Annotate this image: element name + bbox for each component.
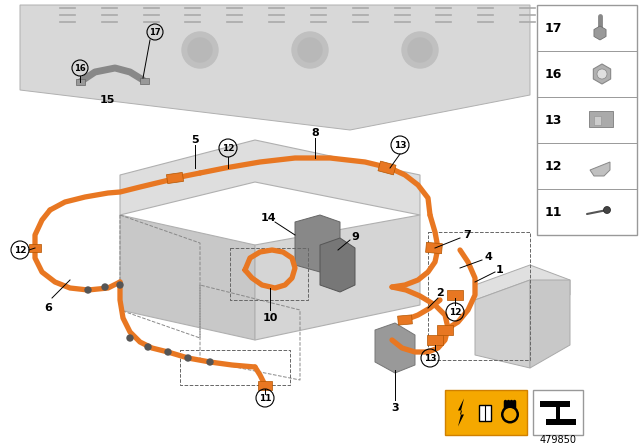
FancyBboxPatch shape (397, 315, 412, 325)
Text: 12: 12 (449, 307, 461, 316)
Polygon shape (590, 162, 610, 176)
Polygon shape (120, 140, 420, 215)
Text: 11: 11 (545, 206, 563, 219)
Text: 13: 13 (424, 353, 436, 362)
Circle shape (604, 207, 611, 214)
Text: 12: 12 (545, 159, 563, 172)
Polygon shape (255, 215, 420, 340)
FancyBboxPatch shape (593, 116, 600, 125)
FancyBboxPatch shape (437, 325, 453, 335)
Text: 11: 11 (259, 393, 271, 402)
Circle shape (127, 335, 133, 341)
Circle shape (182, 32, 218, 68)
Polygon shape (120, 215, 255, 340)
FancyBboxPatch shape (76, 78, 84, 85)
Text: 13: 13 (394, 141, 406, 150)
Circle shape (292, 32, 328, 68)
FancyBboxPatch shape (427, 335, 443, 345)
Circle shape (85, 287, 91, 293)
Polygon shape (295, 215, 340, 272)
Polygon shape (475, 280, 530, 368)
Text: 17: 17 (545, 22, 563, 34)
Polygon shape (20, 5, 530, 130)
FancyBboxPatch shape (445, 390, 527, 435)
Text: 7: 7 (463, 230, 471, 240)
Text: 9: 9 (351, 232, 359, 242)
FancyBboxPatch shape (29, 244, 41, 252)
Circle shape (117, 282, 123, 288)
Text: 2: 2 (436, 288, 444, 298)
Text: 5: 5 (191, 135, 199, 145)
Text: 14: 14 (260, 213, 276, 223)
Text: 1: 1 (496, 265, 504, 275)
Circle shape (165, 349, 171, 355)
FancyBboxPatch shape (378, 161, 396, 175)
Circle shape (207, 359, 213, 365)
Polygon shape (475, 265, 570, 300)
FancyBboxPatch shape (140, 78, 148, 83)
Text: 17: 17 (149, 27, 161, 36)
Text: 6: 6 (44, 303, 52, 313)
Circle shape (597, 69, 607, 79)
Text: 12: 12 (221, 143, 234, 152)
Polygon shape (375, 323, 415, 373)
FancyBboxPatch shape (537, 5, 637, 235)
Circle shape (501, 405, 519, 423)
FancyBboxPatch shape (447, 290, 463, 300)
Circle shape (298, 38, 322, 62)
FancyBboxPatch shape (589, 111, 613, 127)
Text: 8: 8 (311, 128, 319, 138)
Text: 10: 10 (262, 313, 278, 323)
Text: 16: 16 (74, 64, 86, 73)
Circle shape (185, 355, 191, 361)
Circle shape (102, 284, 108, 290)
FancyBboxPatch shape (258, 380, 272, 389)
FancyBboxPatch shape (426, 242, 442, 254)
Text: 4: 4 (484, 252, 492, 262)
Text: 3: 3 (391, 403, 399, 413)
Polygon shape (540, 401, 576, 425)
FancyBboxPatch shape (479, 405, 491, 421)
Text: 16: 16 (545, 68, 563, 81)
Circle shape (188, 38, 212, 62)
Text: 479850: 479850 (540, 435, 577, 445)
Circle shape (145, 344, 151, 350)
Polygon shape (530, 280, 570, 368)
Circle shape (402, 32, 438, 68)
Text: 15: 15 (99, 95, 115, 105)
Circle shape (408, 38, 432, 62)
FancyBboxPatch shape (166, 172, 184, 184)
Circle shape (504, 408, 516, 421)
Polygon shape (458, 399, 464, 426)
Polygon shape (320, 238, 355, 292)
Text: 12: 12 (13, 246, 26, 254)
Text: 13: 13 (545, 113, 563, 126)
FancyBboxPatch shape (533, 390, 583, 435)
